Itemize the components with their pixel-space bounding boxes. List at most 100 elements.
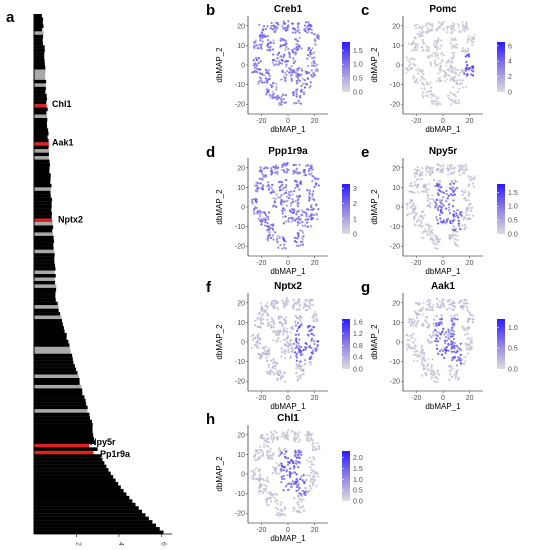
umap-point [418, 351, 422, 354]
umap-point [292, 304, 295, 307]
umap-point [442, 167, 445, 170]
umap-point [458, 83, 462, 86]
umap-point [437, 72, 440, 75]
umap-point [264, 68, 267, 71]
umap-point [291, 49, 294, 52]
umap-point [296, 205, 300, 208]
umap-point [268, 231, 271, 234]
umap-point [423, 353, 426, 356]
umap-point [310, 69, 313, 72]
bar [34, 436, 95, 441]
x-tick-label: 0 [441, 395, 445, 402]
bar [34, 409, 88, 413]
umap-point [431, 232, 434, 235]
umap-point [294, 186, 297, 190]
bar [34, 41, 43, 46]
umap-point [417, 191, 420, 194]
umap-point [415, 316, 419, 319]
umap-point [464, 189, 467, 192]
umap-point [438, 183, 441, 186]
y-tick-label: 0 [241, 472, 245, 479]
umap-point [271, 183, 274, 186]
umap-point [434, 246, 437, 250]
umap-point [439, 62, 442, 65]
umap-point [285, 297, 288, 300]
umap-point [272, 466, 275, 469]
umap-point [274, 205, 278, 209]
umap-point [259, 477, 262, 480]
umap-point [275, 59, 278, 63]
umap-point [267, 211, 271, 214]
umap-point [259, 445, 262, 448]
umap-point [307, 195, 311, 198]
umap-point [298, 308, 301, 312]
umap-point [283, 208, 286, 212]
umap-point [300, 453, 303, 456]
bar-label-nptx2: Nptx2 [58, 215, 83, 225]
umap-point [311, 475, 314, 478]
umap-point [312, 314, 315, 317]
umap-point [418, 69, 421, 72]
umap-point [293, 219, 296, 222]
umap-point [450, 37, 453, 40]
umap-point [297, 436, 300, 439]
umap-point [422, 365, 425, 368]
x-tick-label: 0 [441, 118, 445, 125]
umap-point [413, 181, 416, 184]
bar [34, 454, 101, 458]
umap-point [312, 463, 315, 466]
bar [34, 374, 79, 379]
umap-point [431, 198, 434, 201]
bar [34, 509, 143, 514]
umap-point [443, 333, 446, 336]
umap-point [308, 191, 311, 194]
umap-point [272, 190, 276, 194]
umap-point [281, 247, 284, 250]
umap-point [459, 227, 462, 231]
umap-point [302, 474, 305, 477]
bar [34, 287, 57, 292]
umap-point [261, 186, 264, 189]
umap-point [272, 373, 275, 376]
umap-point [270, 301, 273, 304]
umap-point [315, 182, 318, 185]
umap-point [283, 53, 286, 56]
umap-point [253, 212, 256, 215]
bar [34, 384, 82, 389]
umap-panel-f: f Nptx2-20 0 2020100-10-20dbMAP_1dbMAP_21.6… [206, 279, 363, 411]
umap-point [310, 64, 314, 67]
umap-point [306, 26, 309, 29]
umap-point [465, 75, 468, 79]
umap-point [274, 171, 277, 174]
umap-point [312, 442, 315, 445]
umap-point [421, 232, 424, 235]
umap-point [420, 177, 423, 181]
bar [34, 149, 50, 153]
umap-point [451, 236, 454, 239]
umap-point [450, 70, 453, 73]
umap-point [284, 94, 287, 97]
umap-point [266, 81, 269, 84]
umap-point [290, 65, 293, 68]
umap-point [255, 181, 258, 184]
umap-point [260, 435, 263, 438]
umap-point [283, 246, 286, 249]
umap-point [432, 51, 435, 54]
bar [34, 280, 56, 285]
umap-point [296, 485, 299, 488]
umap-point [428, 341, 431, 344]
umap-point [255, 44, 259, 47]
umap-point [313, 479, 316, 482]
umap-point [282, 169, 285, 172]
umap-point [313, 470, 316, 473]
y-tick-label: 10 [237, 43, 245, 50]
umap-point [303, 481, 306, 485]
umap-point [445, 27, 449, 31]
umap-point [406, 214, 409, 217]
umap-point [268, 454, 271, 457]
umap-point [299, 353, 303, 357]
umap-point [431, 169, 434, 172]
umap-point [281, 324, 284, 327]
umap-point [454, 188, 457, 191]
